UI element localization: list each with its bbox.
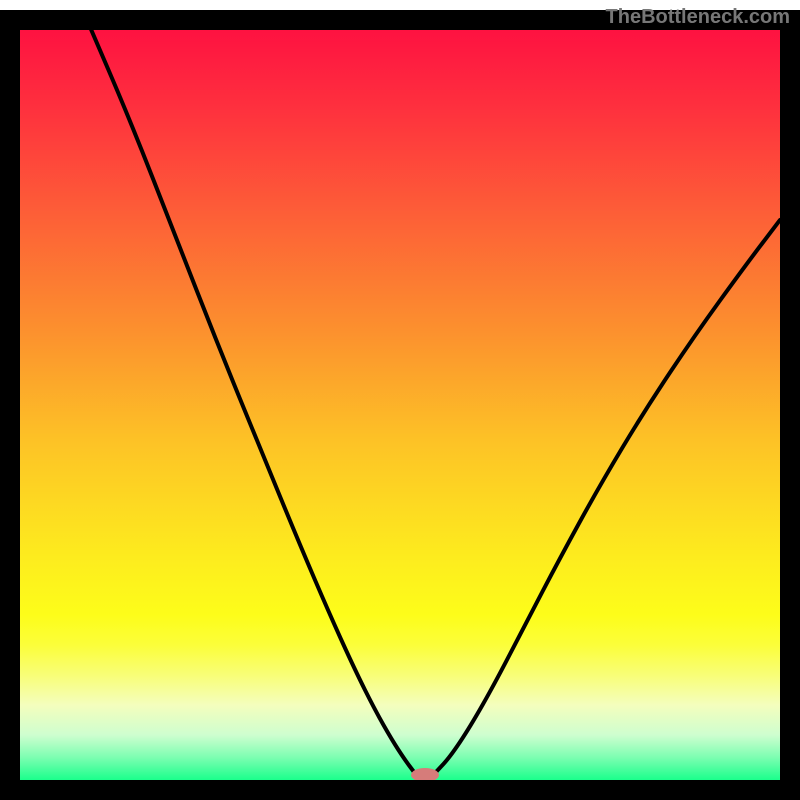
bottleneck-chart: [0, 0, 800, 800]
chart-container: TheBottleneck.com: [0, 0, 800, 800]
watermark-text: TheBottleneck.com: [606, 6, 790, 29]
chart-background: [20, 30, 780, 780]
nadir-marker: [411, 768, 439, 782]
